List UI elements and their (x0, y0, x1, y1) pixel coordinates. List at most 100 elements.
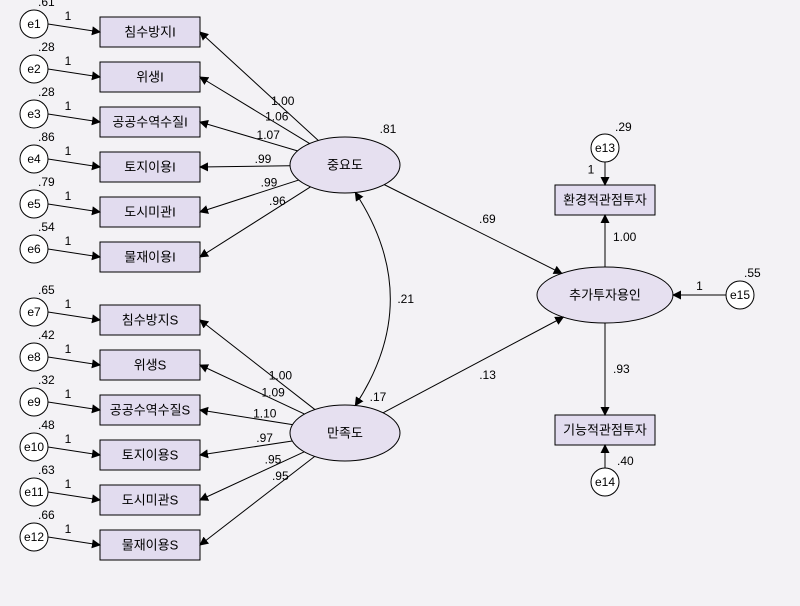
errvar-e3: .28 (38, 85, 55, 99)
loading-i3: 1.07 (257, 128, 281, 142)
loading-i6: .96 (269, 194, 286, 208)
loading-path-s3 (200, 410, 292, 425)
indicator-i4-label: 토지이용I (124, 159, 175, 174)
indicator-s5-label: 도시미관S (122, 492, 179, 507)
latent-invest-label: 추가투자용인 (569, 287, 641, 302)
one-e3: 1 (65, 99, 72, 113)
coef-covariance: .21 (397, 292, 414, 306)
error-e11-label: e11 (24, 485, 43, 499)
error-e6-label: e6 (27, 242, 41, 256)
indicator-i2-label: 위생I (136, 69, 164, 84)
one-e6: 1 (65, 234, 72, 248)
path-err-e10 (48, 447, 100, 455)
one-e1: 1 (65, 9, 72, 23)
error-e3-label: e3 (27, 107, 41, 121)
error-e7-label: e7 (27, 305, 41, 319)
error-e1-label: e1 (27, 17, 41, 31)
loading-i1: 1.00 (271, 94, 295, 108)
loading-i5: .99 (261, 176, 278, 190)
var-importance: .81 (380, 122, 397, 136)
loading-path-i3 (200, 122, 297, 151)
loading-s4: .97 (256, 431, 273, 445)
outcome-env-label: 환경적관점투자 (563, 192, 647, 207)
errvar-e8: .42 (38, 328, 55, 342)
one-e15: 1 (696, 279, 703, 293)
errvar-e4: .86 (38, 130, 55, 144)
coef-sat-invest: .13 (479, 368, 496, 382)
errvar-e11: .63 (38, 463, 55, 477)
errvar-e2: .28 (38, 40, 55, 54)
loading-path-s6 (200, 456, 315, 545)
covariance-curve (355, 193, 390, 406)
error-e15-label: e15 (730, 288, 750, 302)
one-e4: 1 (65, 144, 72, 158)
outcome-func-label: 기능적관점투자 (563, 422, 647, 437)
one-e5: 1 (65, 189, 72, 203)
one-e2: 1 (65, 54, 72, 68)
errvar-e1: .61 (38, 0, 55, 9)
errvar-e12: .66 (38, 508, 55, 522)
path-err-e7 (48, 312, 100, 320)
error-e9-label: e9 (27, 395, 41, 409)
path-sat-invest (383, 317, 563, 413)
one-e12: 1 (65, 522, 72, 536)
errvar-e10: .48 (38, 418, 55, 432)
path-err-e8 (48, 357, 100, 365)
path-err-e2 (48, 69, 100, 77)
error-e4-label: e4 (27, 152, 41, 166)
sem-diagram: 중요도.81만족도.17추가투자용인침수방지Ie1.6111.00위생Ie2.2… (0, 0, 800, 606)
path-err-e1 (48, 24, 100, 32)
indicator-i3-label: 공공수역수질I (112, 114, 187, 129)
loading-func: .93 (613, 362, 630, 376)
loading-path-i4 (200, 166, 290, 167)
path-err-e4 (48, 159, 100, 167)
errvar-e14: .40 (617, 454, 634, 468)
one-e10: 1 (65, 432, 72, 446)
errvar-e5: .79 (38, 175, 55, 189)
path-err-e9 (48, 402, 100, 410)
error-e13-label: e13 (595, 141, 615, 155)
loading-s2: 1.09 (262, 385, 286, 399)
loading-s5: .95 (265, 452, 282, 466)
indicator-s1-label: 침수방지S (122, 312, 179, 327)
error-e12-label: e12 (24, 530, 44, 544)
errvar-e7: .65 (38, 283, 55, 297)
loading-s6: .95 (272, 469, 289, 483)
loading-path-i2 (200, 77, 310, 144)
loading-path-i6 (200, 187, 311, 257)
one-e7: 1 (65, 297, 72, 311)
error-e10-label: e10 (24, 440, 44, 454)
one-e11: 1 (65, 477, 72, 491)
path-err-e5 (48, 204, 100, 212)
error-e8-label: e8 (27, 350, 41, 364)
path-err-e11 (48, 492, 100, 500)
error-e14-label: e14 (595, 475, 615, 489)
indicator-s4-label: 토지이용S (122, 447, 179, 462)
errvar-e15: .55 (744, 266, 761, 280)
errvar-e9: .32 (38, 373, 55, 387)
loading-i4: .99 (255, 152, 272, 166)
errvar-e6: .54 (38, 220, 55, 234)
indicator-s3-label: 공공수역수질S (110, 402, 191, 417)
one-e9: 1 (65, 387, 72, 401)
error-e5-label: e5 (27, 197, 41, 211)
indicator-s6-label: 물재이용S (122, 537, 179, 552)
loading-env: 1.00 (613, 230, 637, 244)
one-e13: 1 (588, 163, 595, 177)
var-satisfaction: .17 (370, 390, 387, 404)
indicator-i6-label: 물재이용I (124, 249, 175, 264)
latent-importance-label: 중요도 (327, 157, 363, 172)
path-err-e3 (48, 114, 100, 122)
indicator-i5-label: 도시미관I (124, 204, 175, 219)
errvar-e13: .29 (615, 120, 632, 134)
loading-path-i1 (200, 32, 318, 141)
loading-path-s1 (200, 320, 315, 410)
loading-s3: 1.10 (253, 406, 277, 420)
loading-i2: 1.06 (265, 110, 289, 124)
path-err-e12 (48, 537, 100, 545)
path-imp-invest (384, 185, 562, 274)
path-err-e6 (48, 249, 100, 257)
one-e8: 1 (65, 342, 72, 356)
coef-imp-invest: .69 (479, 212, 496, 226)
error-e2-label: e2 (27, 62, 41, 76)
